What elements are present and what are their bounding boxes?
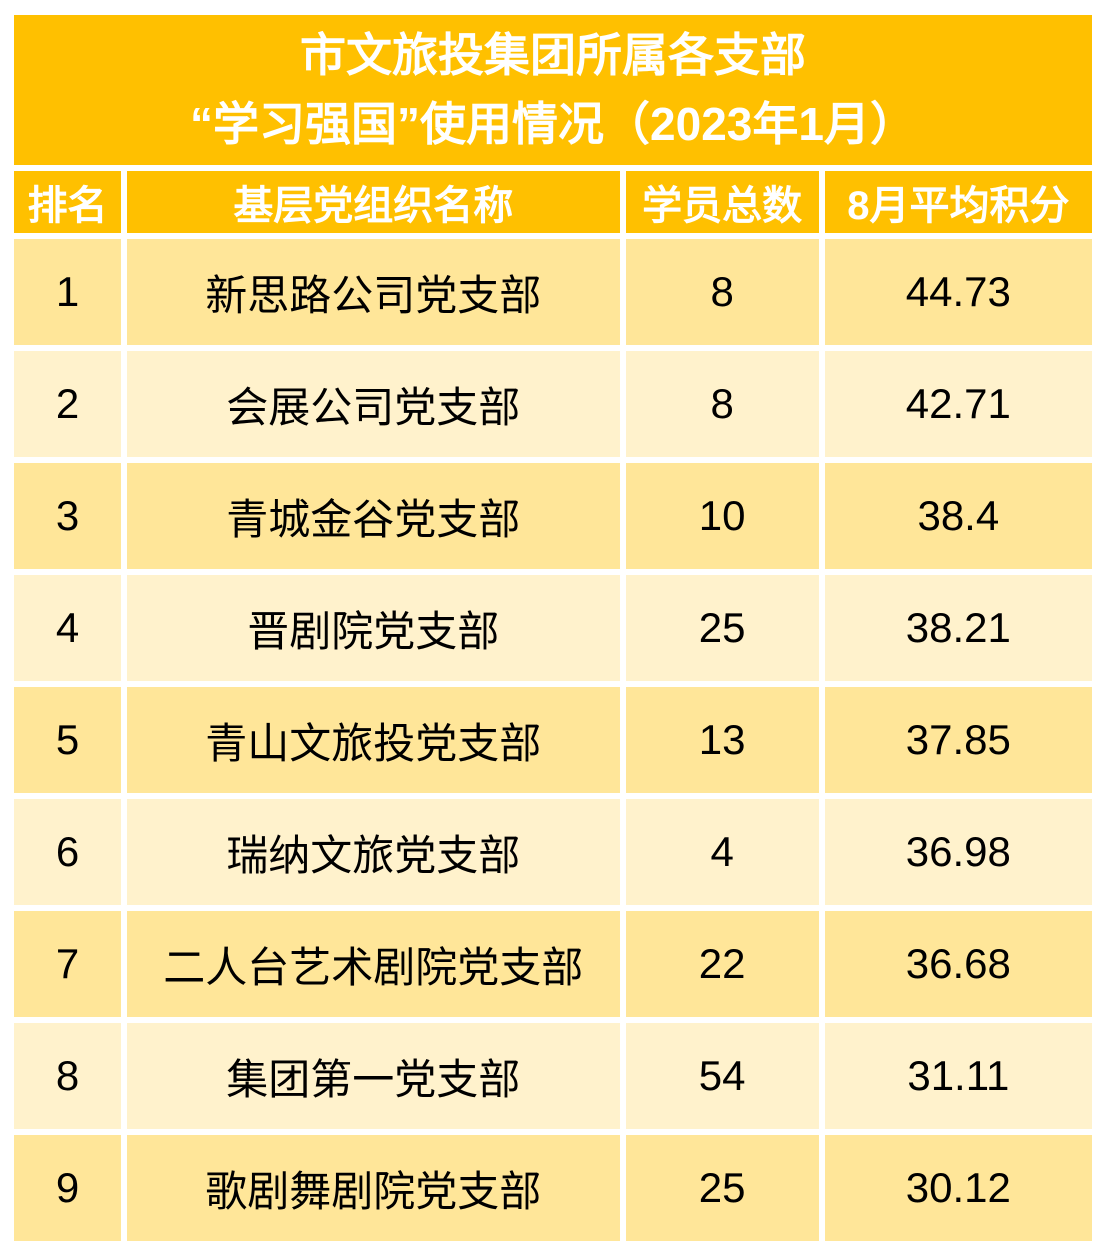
- table-title-line2: “学习强国”使用情况（2023年1月）: [190, 98, 916, 150]
- score-cell: 38.4: [824, 463, 1092, 569]
- table-title: 市文旅投集团所属各支部 “学习强国”使用情况（2023年1月）: [14, 15, 1092, 165]
- score-cell: 44.73: [824, 239, 1092, 345]
- rank-cell: 4: [14, 575, 122, 681]
- score-cell: 31.11: [824, 1023, 1092, 1129]
- table-row: 4 晋剧院党支部 25 38.21: [14, 575, 1092, 681]
- score-cell: 36.98: [824, 799, 1092, 905]
- table-row: 1 新思路公司党支部 8 44.73: [14, 239, 1092, 345]
- table-row: 2 会展公司党支部 8 42.71: [14, 351, 1092, 457]
- rank-cell: 2: [14, 351, 122, 457]
- members-cell: 10: [625, 463, 819, 569]
- header-row: 排名 基层党组织名称 学员总数 8月平均积分: [14, 171, 1092, 233]
- org-cell: 二人台艺术剧院党支部: [127, 911, 620, 1017]
- rank-cell: 8: [14, 1023, 122, 1129]
- members-cell: 4: [625, 799, 819, 905]
- score-cell: 36.68: [824, 911, 1092, 1017]
- org-cell: 瑞纳文旅党支部: [127, 799, 620, 905]
- org-cell: 青山文旅投党支部: [127, 687, 620, 793]
- header-rank: 排名: [14, 171, 122, 233]
- table-row: 5 青山文旅投党支部 13 37.85: [14, 687, 1092, 793]
- org-cell: 青城金谷党支部: [127, 463, 620, 569]
- score-cell: 37.85: [824, 687, 1092, 793]
- table-row: 7 二人台艺术剧院党支部 22 36.68: [14, 911, 1092, 1017]
- score-table: 市文旅投集团所属各支部 “学习强国”使用情况（2023年1月） 排名 基层党组织…: [8, 9, 1098, 1247]
- rank-cell: 5: [14, 687, 122, 793]
- members-cell: 54: [625, 1023, 819, 1129]
- header-members: 学员总数: [625, 171, 819, 233]
- org-cell: 晋剧院党支部: [127, 575, 620, 681]
- title-row: 市文旅投集团所属各支部 “学习强国”使用情况（2023年1月）: [14, 15, 1092, 165]
- org-cell: 歌剧舞剧院党支部: [127, 1135, 620, 1241]
- score-cell: 38.21: [824, 575, 1092, 681]
- members-cell: 8: [625, 239, 819, 345]
- rank-cell: 7: [14, 911, 122, 1017]
- table-title-line1: 市文旅投集团所属各支部: [300, 29, 806, 81]
- header-org: 基层党组织名称: [127, 171, 620, 233]
- table-row: 6 瑞纳文旅党支部 4 36.98: [14, 799, 1092, 905]
- score-cell: 42.71: [824, 351, 1092, 457]
- header-score: 8月平均积分: [824, 171, 1092, 233]
- rank-cell: 6: [14, 799, 122, 905]
- score-cell: 30.12: [824, 1135, 1092, 1241]
- org-cell: 集团第一党支部: [127, 1023, 620, 1129]
- members-cell: 8: [625, 351, 819, 457]
- rank-cell: 1: [14, 239, 122, 345]
- members-cell: 22: [625, 911, 819, 1017]
- table-row: 3 青城金谷党支部 10 38.4: [14, 463, 1092, 569]
- members-cell: 25: [625, 575, 819, 681]
- rank-cell: 3: [14, 463, 122, 569]
- org-cell: 新思路公司党支部: [127, 239, 620, 345]
- table-row: 9 歌剧舞剧院党支部 25 30.12: [14, 1135, 1092, 1241]
- members-cell: 25: [625, 1135, 819, 1241]
- members-cell: 13: [625, 687, 819, 793]
- org-cell: 会展公司党支部: [127, 351, 620, 457]
- table-row: 8 集团第一党支部 54 31.11: [14, 1023, 1092, 1129]
- rank-cell: 9: [14, 1135, 122, 1241]
